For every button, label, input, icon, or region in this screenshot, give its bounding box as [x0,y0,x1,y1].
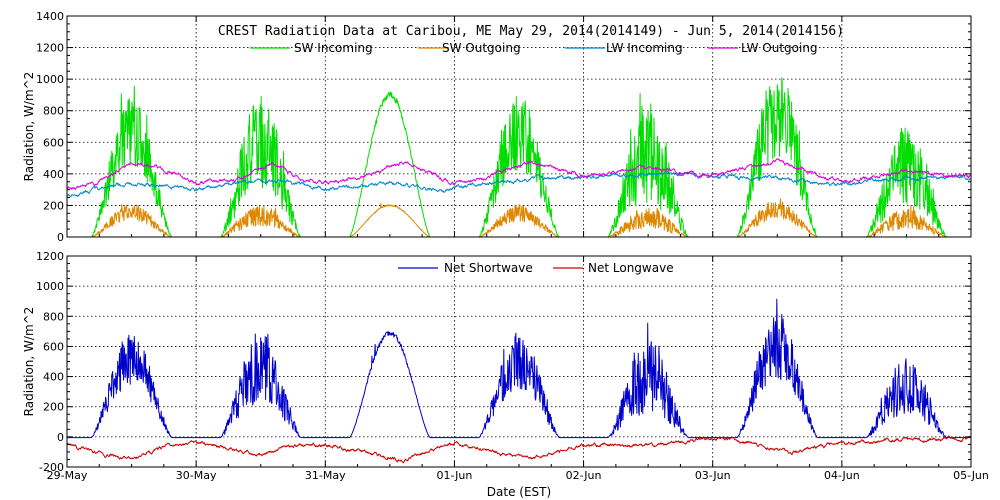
x-tick-label: 03-Jun [695,469,731,482]
y-tick-label: 1400 [36,10,64,23]
x-tick-label: 29-May [47,469,88,482]
y-tick-label: 0 [57,431,64,444]
x-tick-label: 01-Jun [437,469,473,482]
y-tick-label: 400 [43,168,64,181]
y-tick-label: 800 [43,105,64,118]
y-tick-label: 1200 [36,250,64,263]
series-line-net-shortwave [66,298,972,439]
series-line-net-longwave [66,435,972,464]
y-tick-label: 0 [57,231,64,244]
y-tick-label: 200 [43,199,64,212]
legend-label: SW Incoming [294,41,373,55]
y-axis-title: Radiation, W/m^2 [22,72,36,182]
legend-label: SW Outgoing [442,41,521,55]
legend-label: LW Outgoing [741,41,818,55]
y-tick-label: -200 [39,461,64,474]
x-axis-title: Date (EST) [487,485,551,499]
legend-label: Net Longwave [588,261,674,275]
x-tick-label: 30-May [176,469,217,482]
series-line-lw-outgoing [66,158,972,190]
x-tick-label: 31-May [305,469,346,482]
top-panel: 0 200 400 600 800 1000 1200 1400 Radiation, W/m^… [22,10,972,244]
legend-label: LW Incoming [606,41,683,55]
y-tick-label: 1000 [36,280,64,293]
y-tick-label: 600 [43,340,64,353]
y-tick-label: 1000 [36,73,64,86]
x-tick-label: 02-Jun [566,469,602,482]
x-tick-label: 04-Jun [824,469,860,482]
y-tick-label: 800 [43,310,64,323]
legend-label: Net Shortwave [444,261,533,275]
y-tick-label: 400 [43,371,64,384]
y-tick-label: 200 [43,401,64,414]
chart-title: CREST Radiation Data at Caribou, ME May … [218,24,844,39]
bottom-panel: -200 0 200 400 600 800 1000 1200 29-May 30-May 31-… [22,250,989,482]
x-tick-label: 05-Jun [953,469,989,482]
y-tick-label: 1200 [36,42,64,55]
y-axis-title: Radiation, W/m^2 [22,307,36,417]
y-tick-label: 600 [43,136,64,149]
series-line-sw-outgoing [66,198,972,238]
series-line-lw-incoming [66,170,972,198]
